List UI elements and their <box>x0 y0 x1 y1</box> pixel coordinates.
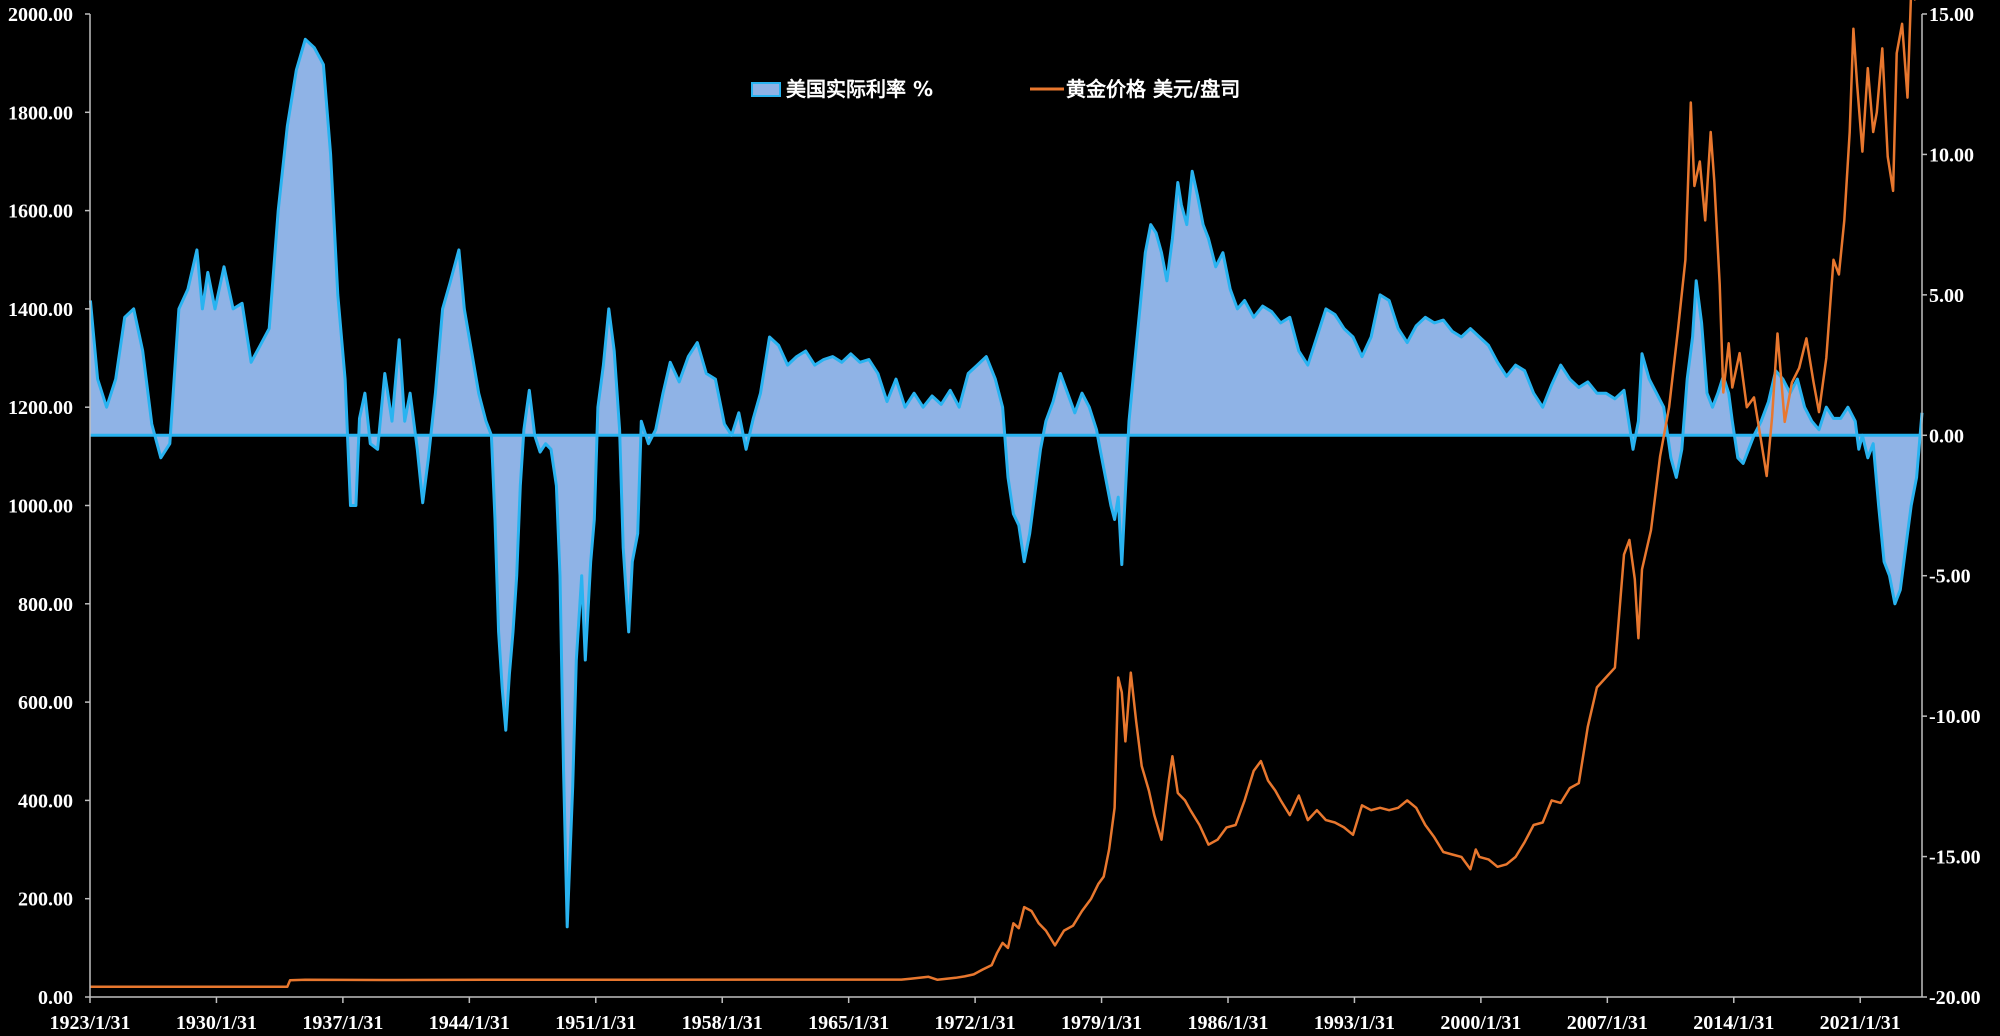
left-axis-tick-label: 1400.00 <box>8 299 73 321</box>
right-axis-tick-label: -10.00 <box>1929 706 1981 728</box>
legend-label-real-rate: 美国实际利率 % <box>786 77 933 101</box>
x-axis-tick-label: 2014/1/31 <box>1693 1012 1774 1034</box>
left-axis-tick-label: 1600.00 <box>8 201 73 223</box>
left-axis-tick-label: 2000.00 <box>8 4 73 26</box>
left-axis-tick-label: 0.00 <box>38 987 73 1009</box>
x-axis-tick-label: 2007/1/31 <box>1567 1012 1648 1034</box>
x-axis-tick-label: 1979/1/31 <box>1061 1012 1142 1034</box>
x-axis-tick-label: 1965/1/31 <box>808 1012 889 1034</box>
x-axis-tick-label: 1958/1/31 <box>682 1012 763 1034</box>
x-axis-tick-label: 1937/1/31 <box>302 1012 383 1034</box>
right-axis-tick-label: 0.00 <box>1929 425 1964 447</box>
left-axis-tick-label: 200.00 <box>18 889 73 911</box>
legend-swatch-real-rate <box>751 82 781 97</box>
left-axis-tick-label: 400.00 <box>18 790 73 812</box>
x-axis-tick-label: 1930/1/31 <box>176 1012 257 1034</box>
real-rate-line <box>88 37 1924 929</box>
plot-area <box>88 0 1924 989</box>
x-axis-tick-label: 1993/1/31 <box>1314 1012 1395 1034</box>
right-axis-tick-label: 15.00 <box>1929 4 1974 26</box>
x-axis-tick-label: 2000/1/31 <box>1440 1012 1521 1034</box>
right-axis-tick-label: 5.00 <box>1929 285 1964 307</box>
legend: 美国实际利率 % 黄金价格 美元/盘司 <box>751 77 1240 101</box>
right-axis-tick-label: -5.00 <box>1929 566 1971 588</box>
x-axis-tick-label: 1951/1/31 <box>555 1012 636 1034</box>
x-axis-tick-label: 1972/1/31 <box>935 1012 1016 1034</box>
x-axis-tick-label: 2021/1/31 <box>1820 1012 1901 1034</box>
left-axis-tick-label: 1200.00 <box>8 397 73 419</box>
left-axis-tick-label: 800.00 <box>18 594 73 616</box>
legend-label-gold-price: 黄金价格 美元/盘司 <box>1066 77 1240 101</box>
x-axis-tick-label: 1923/1/31 <box>49 1012 130 1034</box>
right-axis-tick-label: -20.00 <box>1929 987 1981 1009</box>
x-axis-tick-label: 1986/1/31 <box>1187 1012 1268 1034</box>
right-axis-tick-label: -15.00 <box>1929 847 1981 869</box>
left-axis-tick-label: 1800.00 <box>8 102 73 124</box>
right-axis-tick-label: 10.00 <box>1929 144 1974 166</box>
x-axis-tick-label: 1944/1/31 <box>429 1012 510 1034</box>
gold-price-line <box>90 0 1916 989</box>
left-axis-tick-label: 1000.00 <box>8 496 73 518</box>
axes: 0.00 200.00 400.00 600.00 800.00 1000.00 1200.… <box>8 4 1981 1034</box>
left-axis-tick-label: 600.00 <box>18 692 73 714</box>
